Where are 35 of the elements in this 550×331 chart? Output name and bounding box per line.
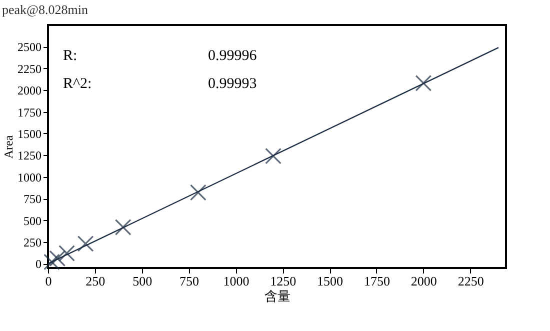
x-axis-title: 含量 — [264, 288, 290, 304]
x-tick-label: 1500 — [317, 274, 344, 288]
y-tick-label: 750 — [24, 192, 42, 206]
x-tick-label: 1750 — [364, 274, 390, 288]
y-tick-label: 0 — [36, 257, 42, 272]
y-tick-label: 1250 — [18, 148, 42, 163]
y-tick-label: 1750 — [18, 105, 42, 120]
point — [58, 245, 75, 262]
x-tick-label: 500 — [132, 274, 152, 288]
point — [77, 235, 94, 252]
y-tick-label: 2000 — [18, 84, 42, 98]
point — [265, 148, 282, 164]
point — [415, 74, 432, 92]
annotation: R^2: — [63, 76, 92, 92]
x-tick-label: 1250 — [270, 274, 296, 288]
y-tick-label: 500 — [24, 214, 42, 228]
point — [44, 254, 60, 270]
y-tick-label: 2500 — [18, 40, 42, 54]
x-tick-label: 1000 — [223, 274, 250, 288]
y-tick-label: 1500 — [18, 126, 42, 141]
point — [190, 184, 206, 201]
annotation: 0.99996 — [208, 48, 258, 64]
y-tick-label: 250 — [24, 235, 42, 250]
x-tick-label: 2250 — [458, 274, 484, 288]
x-tick-label: 250 — [86, 274, 106, 288]
x-tick-label: 2000 — [410, 274, 437, 288]
y-tick-label: 1000 — [18, 170, 42, 184]
y-axis-title: Area — [2, 134, 16, 159]
y-tick-label: 2250 — [18, 62, 42, 76]
point — [114, 218, 132, 236]
x-tick-label: 750 — [180, 274, 200, 288]
x-tick-label: 0 — [45, 274, 52, 288]
annotation: R: — [63, 48, 78, 64]
annotation: 0.99993 — [208, 76, 257, 92]
chart-title: peak@8.028min — [2, 2, 88, 17]
